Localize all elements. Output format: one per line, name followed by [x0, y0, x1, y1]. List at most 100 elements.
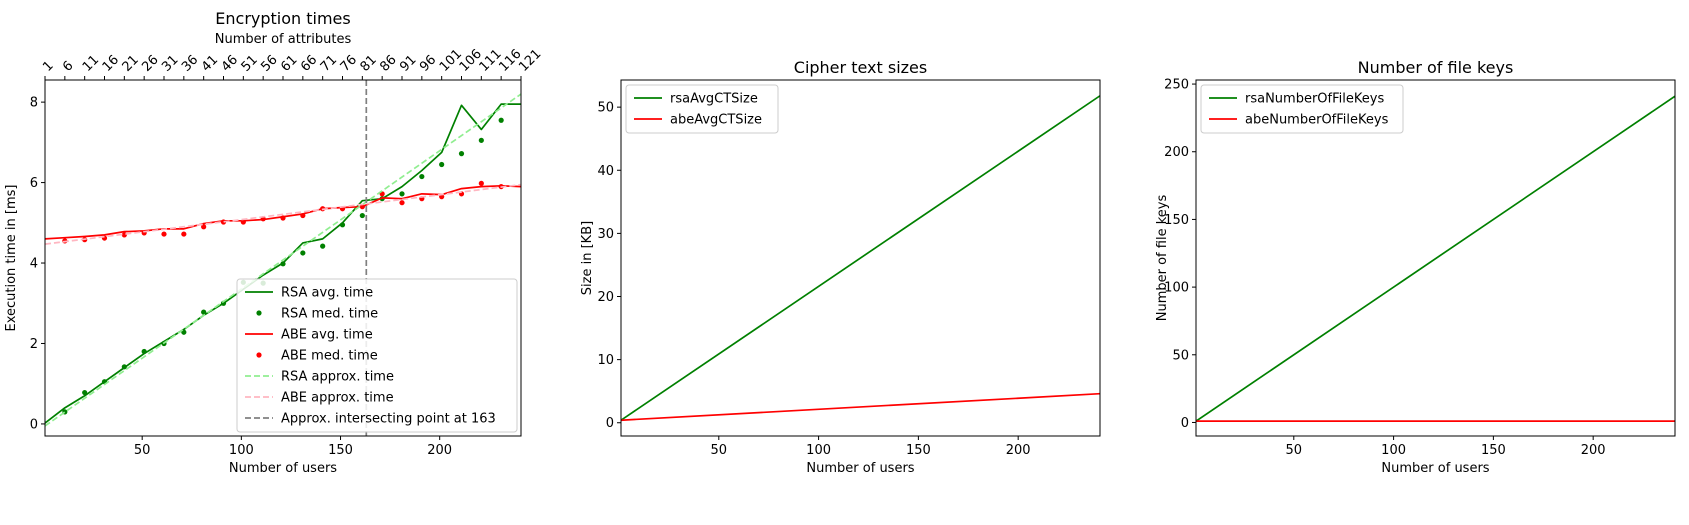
dashed-series-5 — [45, 183, 521, 245]
top-tick-label: 11 — [80, 53, 102, 75]
chart-title: Number of file keys — [1358, 58, 1514, 77]
top-tick-label: 86 — [377, 53, 399, 75]
legend-box — [1200, 84, 1404, 134]
point-series-3 — [300, 212, 306, 219]
y-tick-label: 0 — [1181, 416, 1189, 431]
x-tick-label: 150 — [906, 443, 931, 458]
legend: rsaAvgCTSize abeAvgCTSize — [625, 84, 779, 134]
x-tick-label: 150 — [328, 443, 353, 458]
plot-area — [45, 80, 521, 436]
point-series-3 — [121, 232, 127, 238]
y-axis-label: Number of file keys — [1155, 195, 1170, 322]
x-tick-label: 200 — [1581, 443, 1606, 458]
legend-label: ABE approx. time — [281, 391, 394, 406]
x-axis-label: Number of users — [806, 461, 914, 476]
point-series-1 — [280, 261, 286, 267]
point-series-3 — [478, 180, 484, 186]
chart-title: Encryption times — [215, 9, 350, 28]
point-series-1 — [498, 117, 504, 123]
point-series-1 — [419, 173, 425, 180]
top-tick-label: 6 — [60, 58, 76, 74]
legend-marker — [256, 352, 262, 358]
y-axis-label: Size in [KB] — [580, 221, 595, 295]
point-series-1 — [439, 161, 445, 168]
legend-box — [625, 84, 779, 134]
y-tick-label: 200 — [1164, 145, 1189, 160]
point-series-1 — [300, 250, 306, 256]
point-series-3 — [280, 215, 286, 221]
top-tick-label: 76 — [338, 53, 360, 75]
y-axis-label: Execution time in [ms] — [4, 185, 19, 332]
top-tick-label: 96 — [417, 53, 439, 75]
top-tick-label: 61 — [278, 53, 300, 75]
legend-label: Approx. intersecting point at 163 — [281, 412, 496, 427]
y-tick-label: 150 — [1164, 213, 1189, 228]
chart-title: Cipher text sizes — [794, 58, 927, 77]
y-tick-label: 40 — [597, 164, 614, 179]
top-tick-label: 36 — [179, 53, 201, 75]
point-series-1 — [478, 137, 484, 143]
x-tick-label: 100 — [1381, 443, 1406, 458]
legend-marker — [256, 310, 262, 316]
top-tick-label: 41 — [199, 53, 221, 75]
top-tick-label: 91 — [397, 53, 419, 75]
top-tick-label: 71 — [318, 53, 340, 75]
y-tick-label: 50 — [1172, 348, 1189, 363]
x-tick-label: 200 — [427, 443, 452, 458]
legend-label: abeNumberOfFileKeys — [1245, 113, 1389, 128]
legend-label: ABE avg. time — [281, 328, 373, 343]
point-series-3 — [240, 219, 246, 225]
legend-label: rsaAvgCTSize — [670, 92, 758, 107]
y-tick-label: 20 — [597, 290, 614, 305]
top-tick-label: 21 — [120, 53, 142, 75]
top-axis-label: Number of attributes — [215, 32, 352, 47]
point-series-3 — [161, 231, 167, 237]
top-tick-label: 26 — [139, 53, 161, 75]
point-series-1 — [320, 243, 326, 249]
dashed-series-4 — [45, 93, 521, 427]
plot-frame — [1195, 79, 1676, 437]
point-series-1 — [201, 309, 207, 315]
y-tick-label: 6 — [30, 176, 38, 191]
plot-area — [621, 95, 1100, 422]
y-tick-label: 100 — [1164, 281, 1189, 296]
legend-label: RSA med. time — [281, 307, 378, 322]
point-series-1 — [458, 151, 465, 157]
chart-panel-3: 50 100 150 200 0 50 100 150 200 250 Number of user… — [1155, 58, 1676, 476]
legend-label: rsaNumberOfFileKeys — [1245, 92, 1384, 107]
legend-label: abeAvgCTSize — [670, 113, 762, 128]
y-tick-label: 2 — [30, 337, 38, 352]
point-series-3 — [220, 219, 227, 225]
legend: rsaNumberOfFileKeys abeNumberOfFileKeys — [1200, 84, 1404, 134]
top-tick-label: 31 — [159, 53, 181, 75]
legend: RSA avg. time RSA med. time ABE avg. time A… — [236, 278, 518, 433]
y-tick-label: 10 — [597, 353, 614, 368]
point-series-1 — [339, 222, 346, 228]
top-tick-label: 81 — [358, 53, 380, 75]
line-series-0 — [621, 95, 1100, 421]
x-tick-label: 50 — [134, 443, 151, 458]
point-series-1 — [141, 348, 147, 355]
x-axis-label: Number of users — [229, 461, 337, 476]
legend-label: RSA approx. time — [281, 370, 394, 385]
chart-panel-2: 50 100 150 200 0 10 20 30 40 50 Number of users Siz… — [580, 58, 1101, 476]
y-tick-label: 0 — [30, 417, 38, 432]
y-tick-label: 8 — [30, 96, 38, 111]
y-tick-label: 50 — [597, 101, 614, 116]
legend-label: RSA avg. time — [281, 286, 373, 301]
point-series-3 — [399, 200, 405, 206]
top-tick-label: 56 — [258, 53, 280, 75]
x-axis-label: Number of users — [1381, 461, 1489, 476]
point-series-3 — [201, 224, 207, 230]
x-tick-label: 150 — [1481, 443, 1506, 458]
top-tick-label: 1 — [40, 58, 56, 74]
x-tick-label: 100 — [806, 443, 831, 458]
point-series-3 — [181, 231, 187, 237]
plot-frame — [620, 79, 1101, 437]
legend-box — [236, 278, 518, 433]
line-series-1 — [621, 392, 1100, 422]
top-tick-label: 51 — [239, 53, 261, 75]
x-tick-label: 50 — [1286, 443, 1303, 458]
